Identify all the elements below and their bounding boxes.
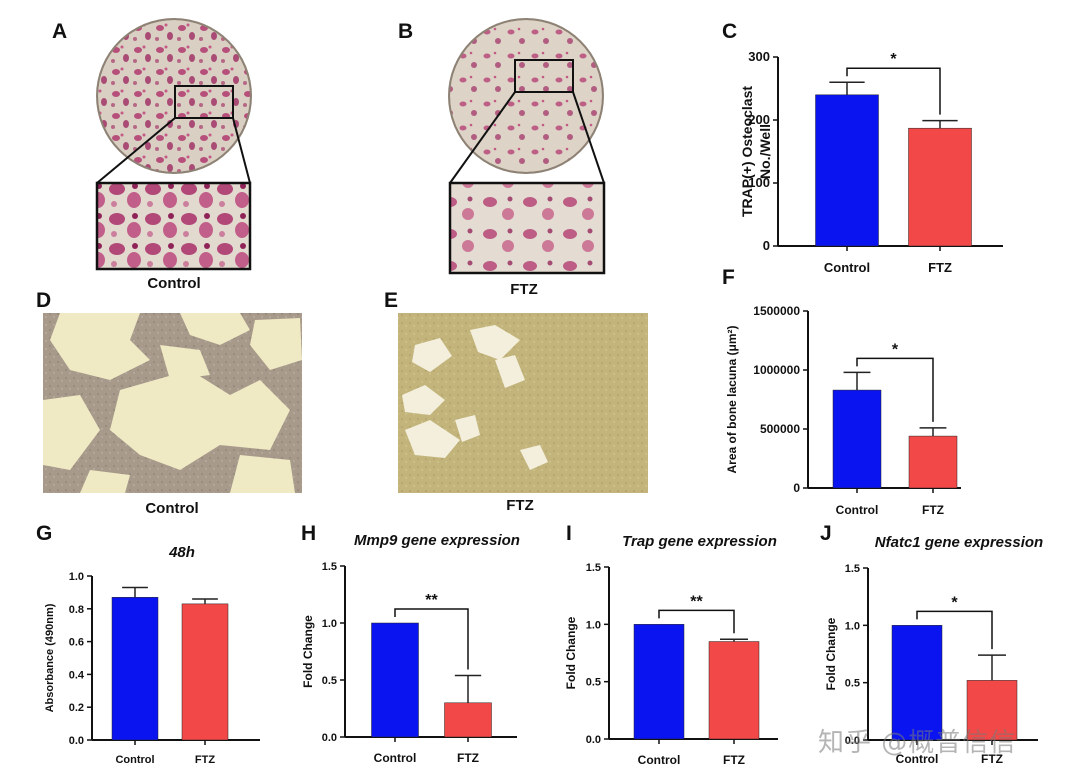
category-label-c: FTZ [928,260,952,275]
y-tick-label-f: 1000000 [753,363,800,377]
significance-label-j: * [951,594,958,611]
y-tick-label-i: 1.0 [586,619,601,631]
chart-title-i: Trap gene expression [622,533,777,550]
y-tick-label-h: 0.0 [322,732,337,744]
panel-letter-f: F [722,266,735,289]
y-tick-label-j: 0.5 [845,678,860,690]
y-tick-label-c: 300 [748,49,770,64]
y-tick-label-h: 1.5 [322,561,337,573]
panel-letter-b: B [398,20,414,43]
bar-f-ftz [908,435,958,489]
y-tick-label-j: 1.5 [845,563,860,575]
significance-bracket-c [846,67,941,115]
y-tick-label-g: 0.0 [69,735,84,747]
y-tick-label-f: 500000 [760,422,800,436]
bar-i-ftz [708,641,760,740]
bar-i-control [633,624,685,740]
caption-b: FTZ [510,281,538,298]
y-tick-label-h: 0.5 [322,675,337,687]
y-axis-label-f: Area of bone lacuna (μm²) [725,325,739,473]
bar-h-ftz [444,702,492,738]
panel-b-dish [448,18,606,275]
y-tick-label-i: 0.5 [586,677,601,689]
y-tick-label-g: 0.6 [69,637,84,649]
panel-letter-j: J [820,522,832,545]
category-label-c: Control [824,260,870,275]
bar-g-ftz [181,603,229,741]
panel-letter-h: H [301,522,317,545]
panel-e-bone-slice [398,313,648,493]
panel-letter-d: D [36,289,52,312]
significance-bracket-j [916,610,993,650]
significance-label-f: * [892,341,899,358]
caption-d: Control [145,500,199,517]
y-tick-label-i: 1.5 [586,562,601,574]
panel-d-bone-slice [43,313,302,493]
significance-label-c: * [890,51,897,68]
category-label-j: Control [896,752,939,766]
panel-a-dish [95,18,252,271]
y-axis-label-i: Fold Change [564,616,578,689]
panel-letter-a: A [52,20,68,43]
panel-letter-g: G [36,522,53,545]
significance-bracket-f [856,357,934,422]
bar-h-control [371,622,419,738]
panel-letter-i: I [566,522,572,545]
y-tick-label-g: 0.8 [69,604,84,616]
y-axis-label-j: Fold Change [824,617,838,690]
category-label-h: Control [374,751,417,765]
bar-c-ftz [908,127,972,247]
bar-f-control [832,389,882,489]
y-axis-label-c: No./Well [757,124,773,179]
chart-title-j: Nfatc1 gene expression [875,534,1043,551]
significance-label-i: ** [690,593,703,610]
category-label-i: FTZ [723,753,745,767]
category-label-h: FTZ [457,751,479,765]
significance-bracket-i [658,609,735,634]
y-tick-label-g: 1.0 [69,571,84,583]
y-axis-label-c: TRAP(+) Osteoclast [739,86,755,217]
y-tick-label-j: 1.0 [845,620,860,632]
y-tick-label-i: 0.0 [586,734,601,746]
y-tick-label-f: 0 [793,481,800,495]
significance-label-h: ** [425,592,438,609]
bar-g-control [111,597,159,741]
chart-title-h: Mmp9 gene expression [354,532,520,549]
category-label-f: FTZ [922,503,944,517]
bar-j-ftz [966,680,1018,741]
y-axis-label-h: Fold Change [301,615,315,688]
significance-bracket-h [394,608,469,670]
y-tick-label-f: 1500000 [753,304,800,318]
panel-letter-c: C [722,20,738,43]
category-label-g: FTZ [195,754,215,766]
y-tick-label-g: 0.4 [69,669,85,681]
chart-title-g: 48h [168,544,195,561]
category-label-j: FTZ [981,752,1003,766]
y-tick-label-j: 0.0 [845,735,860,747]
y-tick-label-c: 100 [748,175,770,190]
category-label-f: Control [836,503,879,517]
y-tick-label-g: 0.2 [69,702,84,714]
bar-j-control [891,625,943,741]
category-label-g: Control [115,754,154,766]
caption-a: Control [147,275,201,292]
caption-e: FTZ [506,497,534,514]
category-label-i: Control [638,753,681,767]
y-tick-label-h: 1.0 [322,618,337,630]
bar-c-control [815,94,879,247]
y-tick-label-c: 0 [763,238,770,253]
y-tick-label-c: 200 [748,112,770,127]
watermark: 知乎 @概普信信 [818,728,1017,758]
panel-letter-e: E [384,289,399,312]
y-axis-label-g: Absorbance (490nm) [44,603,56,712]
